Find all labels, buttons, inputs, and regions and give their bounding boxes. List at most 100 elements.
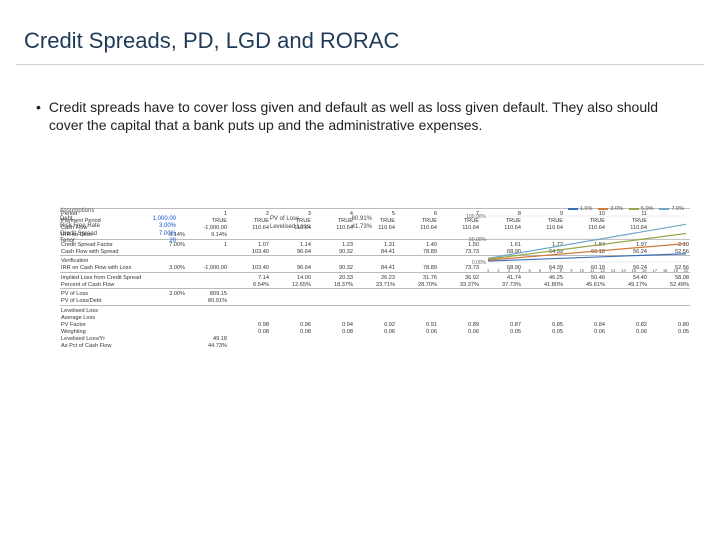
svg-text:4: 4	[518, 268, 521, 273]
cell	[648, 342, 690, 349]
cell: 28.70%	[396, 281, 438, 289]
assumptions-header: Assumptions	[60, 208, 132, 216]
cell	[354, 289, 396, 298]
cell	[480, 314, 522, 321]
cell: 1	[186, 239, 228, 248]
svg-text:50.00%: 50.00%	[469, 237, 487, 243]
svg-text:100.00%: 100.00%	[466, 214, 486, 220]
cell	[648, 314, 690, 321]
cell	[186, 305, 228, 314]
cell: 84.41	[354, 265, 396, 273]
cell: -1,000.00	[186, 225, 228, 232]
assumption-value: 3.00%	[132, 223, 176, 231]
svg-text:14: 14	[621, 268, 626, 273]
pvloss-label: PV of Loss	[270, 216, 332, 224]
cell	[228, 256, 270, 265]
cell: 0.08	[228, 328, 270, 335]
cell: 41.80%	[522, 281, 564, 289]
cell: 0.89	[438, 321, 480, 328]
bullet-dot: •	[36, 99, 49, 134]
chart-legend: 1.0%3.0%5.0%7.0%	[568, 206, 684, 212]
cell: 90.32	[312, 248, 354, 256]
cell	[438, 342, 480, 349]
cell: 0.85	[522, 321, 564, 328]
svg-text:5: 5	[529, 268, 532, 273]
cell	[312, 232, 354, 240]
cell: -1,000.00	[186, 265, 228, 273]
cell	[228, 289, 270, 298]
cell: 2	[228, 209, 270, 218]
cell	[396, 335, 438, 342]
cell	[564, 335, 606, 342]
svg-text:20: 20	[684, 268, 689, 273]
cell	[354, 335, 396, 342]
cell	[438, 305, 480, 314]
cell	[186, 256, 228, 265]
row-label: Verification	[60, 256, 146, 265]
cell: 0.05	[648, 328, 690, 335]
cell: 84.41	[354, 248, 396, 256]
cell	[312, 305, 354, 314]
cell: 0.06	[354, 328, 396, 335]
cell	[396, 256, 438, 265]
cell: 1.31	[354, 239, 396, 248]
svg-text:17: 17	[652, 268, 657, 273]
cell: 37.73%	[480, 281, 522, 289]
svg-text:10: 10	[579, 268, 584, 273]
svg-text:8: 8	[560, 268, 563, 273]
cell: 0.08	[312, 328, 354, 335]
cell	[312, 289, 354, 298]
cell: 6.54%	[228, 281, 270, 289]
cell: 1.23	[312, 239, 354, 248]
cell: 0.06	[564, 328, 606, 335]
chart-svg: 0.00%50.00%100.00%1234567891011121314151…	[460, 204, 690, 274]
row-label: Levelised Loss	[60, 305, 146, 314]
cell	[270, 289, 312, 298]
cell	[606, 342, 648, 349]
cell	[564, 305, 606, 314]
cell	[270, 305, 312, 314]
cell: 0.82	[606, 321, 648, 328]
row-label: Weighting	[60, 328, 146, 335]
cell: 44.73%	[186, 342, 228, 349]
row-label: Percent of Cash Flow	[60, 281, 146, 289]
cell	[270, 335, 312, 342]
cell: 1.14	[270, 239, 312, 248]
cell	[270, 342, 312, 349]
cell: 78.89	[396, 265, 438, 273]
cell: 0.94	[312, 321, 354, 328]
cell	[438, 298, 480, 306]
svg-text:13: 13	[611, 268, 616, 273]
svg-text:11: 11	[590, 268, 595, 273]
cell: 0.84	[564, 321, 606, 328]
cell: 103.40	[228, 248, 270, 256]
cell: 0.98	[228, 321, 270, 328]
cell: 12.65%	[270, 281, 312, 289]
cell	[564, 342, 606, 349]
cell: 49.17%	[606, 281, 648, 289]
row-label: Levelised Loss/Yr	[60, 335, 146, 342]
legend-item: 1.0%	[568, 206, 593, 212]
legend-item: 7.0%	[659, 206, 684, 212]
cell: 96.64	[270, 265, 312, 273]
pvloss-block: PV of Loss80.91%Levelised Loss41.73%	[270, 216, 372, 231]
cell: 33.37%	[438, 281, 480, 289]
pvloss-value: 80.91%	[332, 216, 372, 224]
cell: 18.37%	[312, 281, 354, 289]
svg-text:3: 3	[508, 268, 511, 273]
row-lead	[146, 272, 186, 281]
row-label: IRR on Cash Flow with Loss	[60, 265, 146, 273]
cell	[648, 298, 690, 306]
row-lead	[146, 256, 186, 265]
svg-text:19: 19	[673, 268, 678, 273]
cell	[480, 289, 522, 298]
cell: 0.05	[522, 328, 564, 335]
cell: 14.00	[270, 272, 312, 281]
cell	[186, 272, 228, 281]
cell	[606, 314, 648, 321]
row-label: PV Factor	[60, 321, 146, 328]
cell: TRUE	[186, 218, 228, 225]
row-lead	[146, 305, 186, 314]
row-lead: 3.00%	[146, 289, 186, 298]
cell: 0.08	[270, 328, 312, 335]
